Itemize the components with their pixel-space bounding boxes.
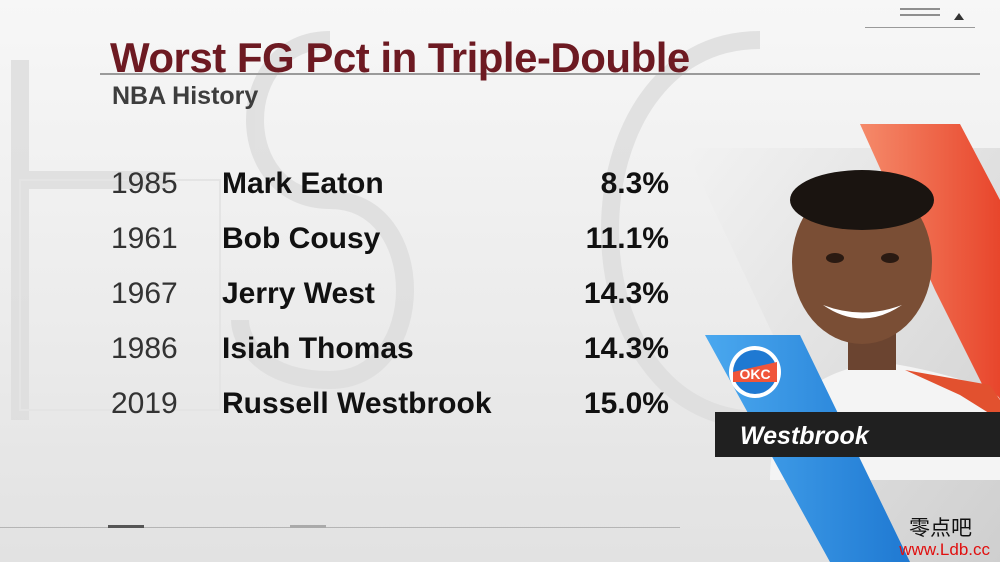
nameplate-label: Westbrook (740, 422, 869, 450)
graphic-title: Worst FG Pct in Triple-Double (110, 34, 690, 81)
row-player: Isiah Thomas (222, 332, 414, 365)
row-player: Jerry West (222, 277, 375, 310)
corner-menu-icon (900, 8, 940, 20)
row-year: 1961 (111, 222, 178, 255)
row-player: Bob Cousy (222, 222, 381, 255)
row-fg-pct: 8.3% (600, 167, 669, 200)
watermark-url: www.Ldb.cc (899, 540, 990, 559)
row-player: Russell Westbrook (222, 387, 492, 420)
bottom-rule (0, 527, 680, 528)
bottom-tick (108, 525, 144, 528)
row-year: 2019 (111, 387, 178, 420)
svg-text:OKC: OKC (739, 366, 770, 382)
row-fg-pct: 14.3% (583, 332, 669, 365)
row-year: 1967 (111, 277, 178, 310)
nameplate-bar (715, 412, 1000, 457)
row-fg-pct: 11.1% (585, 222, 669, 255)
graphic-subtitle: NBA History (112, 82, 259, 110)
row-fg-pct: 14.3% (583, 277, 669, 310)
corner-rule (865, 27, 975, 28)
row-year: 1986 (111, 332, 178, 365)
row-fg-pct: 15.0% (583, 387, 669, 420)
row-year: 1985 (111, 167, 178, 200)
okc-logo-icon: OKC (729, 346, 781, 398)
bottom-tick (290, 525, 326, 528)
triangle-up-icon (954, 13, 964, 20)
row-player: Mark Eaton (222, 167, 384, 200)
watermark-text: 零点吧 (909, 516, 972, 540)
title-rule (100, 73, 980, 75)
